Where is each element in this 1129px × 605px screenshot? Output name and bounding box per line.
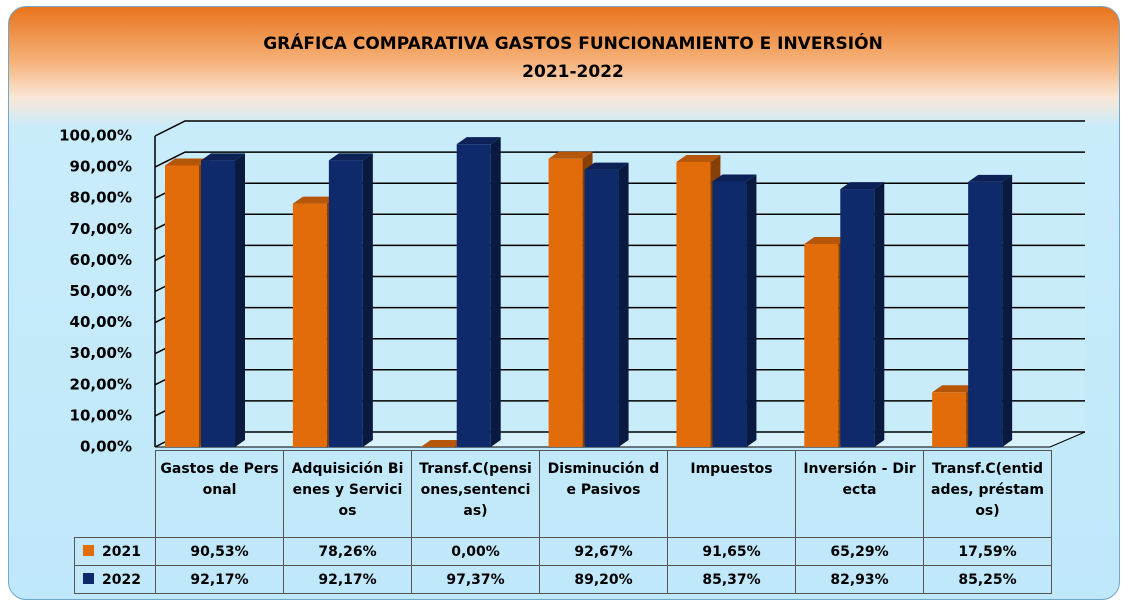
data-label: 90,53% xyxy=(155,537,284,566)
bar-top xyxy=(420,440,465,447)
table-row: 2021 90,53% 78,26% 0,00% 92,67% 91,65% 65,29% 1… xyxy=(74,537,1052,566)
data-label: 65,29% xyxy=(795,537,924,566)
bar xyxy=(328,160,363,447)
data-table: Gastos de Personal Adquisición Bienes y S… xyxy=(74,450,1052,594)
y-tick-label: 10,00% xyxy=(70,406,132,424)
bar-side xyxy=(235,153,245,447)
data-label: 85,37% xyxy=(667,565,796,594)
bar-side xyxy=(746,174,757,447)
bar xyxy=(840,189,875,447)
data-label: 78,26% xyxy=(283,537,412,566)
bar xyxy=(804,243,839,447)
y-tick-label: 80,00% xyxy=(70,189,132,207)
bar xyxy=(584,169,619,447)
bar xyxy=(548,158,583,447)
y-tick-label: 40,00% xyxy=(70,313,132,331)
y-tick-label: 60,00% xyxy=(70,251,132,269)
bar xyxy=(165,165,199,447)
chart-subtitle: 2021-2022 xyxy=(522,62,624,82)
x-tick-label: Transf.C(pensiones,sentencias) xyxy=(411,450,540,538)
data-label: 17,59% xyxy=(923,537,1052,566)
legend-label: 2021 xyxy=(102,543,141,560)
bar-top xyxy=(328,153,373,161)
x-tick-label: Inversión - Directa xyxy=(795,450,924,538)
bar-top xyxy=(292,196,337,204)
data-label: 82,93% xyxy=(795,565,924,594)
bar-side xyxy=(874,182,885,447)
bar-side xyxy=(618,162,629,447)
bar-top xyxy=(804,236,849,244)
bar xyxy=(201,160,235,447)
bar-top xyxy=(584,162,629,170)
data-label: 89,20% xyxy=(539,565,668,594)
data-label: 97,37% xyxy=(411,565,540,594)
bar xyxy=(712,181,747,447)
y-tick-label: 90,00% xyxy=(70,158,132,176)
data-label: 0,00% xyxy=(411,537,540,566)
x-tick-label: Impuestos xyxy=(667,450,796,538)
y-tick-label: 0,00% xyxy=(80,438,132,456)
bar-side xyxy=(362,153,373,447)
grid-line xyxy=(154,120,1085,137)
data-label: 85,25% xyxy=(923,565,1052,594)
legend-swatch xyxy=(83,572,94,584)
table-header-row: Gastos de Personal Adquisición Bienes y S… xyxy=(75,450,1052,538)
legend-entry: 2022 xyxy=(74,565,156,594)
bar xyxy=(456,144,491,447)
data-label: 91,65% xyxy=(667,537,796,566)
bar-top xyxy=(548,151,593,159)
bar-top xyxy=(712,174,757,182)
x-tick-label: Transf.C(entidades, préstamos) xyxy=(923,450,1052,538)
data-label: 92,17% xyxy=(155,565,284,594)
bar-top xyxy=(932,385,977,393)
y-tick-label: 20,00% xyxy=(70,375,132,393)
legend-entry: 2021 xyxy=(74,537,156,566)
bar-top xyxy=(201,153,245,161)
bar-top xyxy=(165,158,209,166)
legend-label: 2022 xyxy=(102,571,141,588)
x-tick-label: Adquisición Bienes y Servicios xyxy=(283,450,412,538)
bar xyxy=(932,392,967,447)
y-tick-label: 30,00% xyxy=(70,344,132,362)
x-tick-label: Gastos de Personal xyxy=(155,450,284,538)
x-tick-label: Disminución de Pasivos xyxy=(539,450,668,538)
y-tick-label: 70,00% xyxy=(70,220,132,238)
chart-title: GRÁFICA COMPARATIVA GASTOS FUNCIONAMIENT… xyxy=(263,32,883,54)
bar xyxy=(676,161,711,447)
table-row: 2022 92,17% 92,17% 97,37% 89,20% 85,37% 82,93%… xyxy=(74,565,1052,594)
bar-side xyxy=(1002,174,1013,447)
bar-top xyxy=(456,137,501,145)
data-label: 92,67% xyxy=(539,537,668,566)
bar-side xyxy=(490,137,501,447)
y-tick-label: 100,00% xyxy=(59,127,132,145)
bar-top xyxy=(676,154,721,162)
grid-line xyxy=(154,151,1085,168)
y-tick-label: 50,00% xyxy=(70,282,132,300)
bar-top xyxy=(840,182,885,190)
legend-swatch xyxy=(83,544,94,556)
table-corner xyxy=(75,451,156,538)
bar xyxy=(968,181,1003,447)
bar-top xyxy=(968,174,1013,182)
data-label: 92,17% xyxy=(283,565,412,594)
bar xyxy=(292,203,327,447)
